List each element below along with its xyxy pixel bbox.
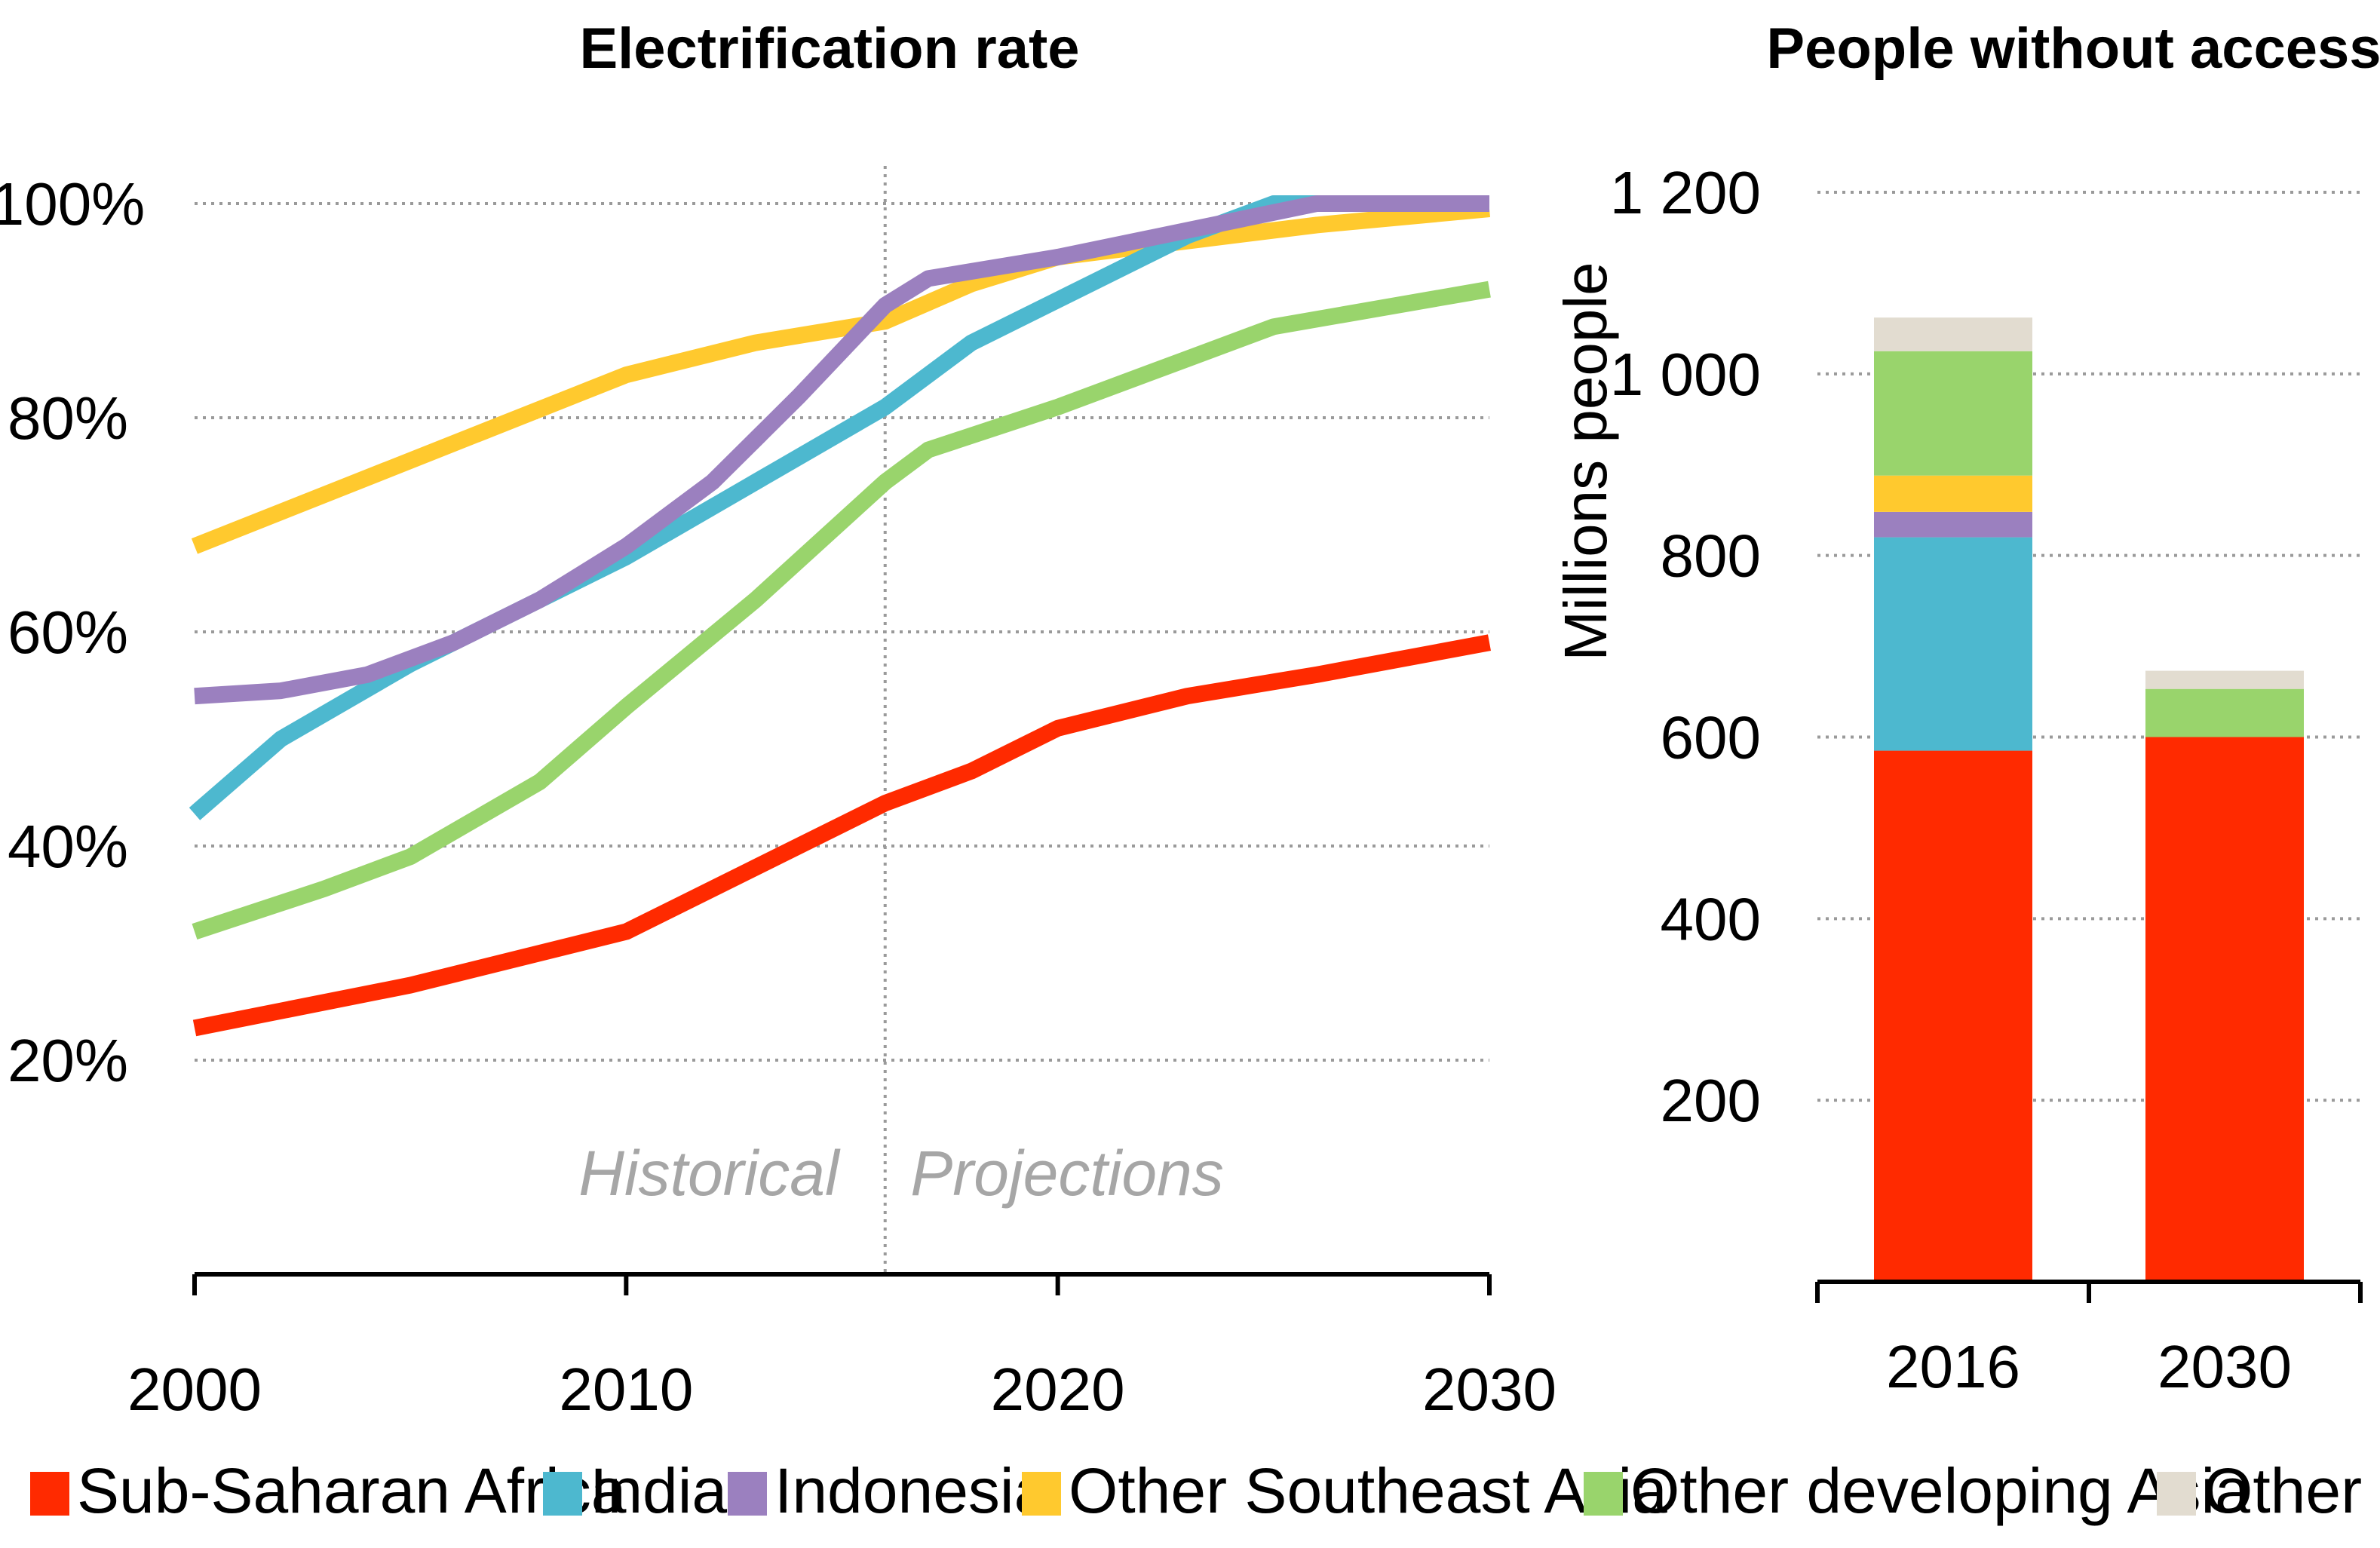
bar-segment-2030-other-developing-asia bbox=[2145, 688, 2304, 737]
x-category-label-2030: 2030 bbox=[2158, 1333, 2292, 1400]
x-tick-label-2010: 2010 bbox=[559, 1356, 693, 1423]
electrification-gridlines bbox=[195, 202, 1489, 1062]
people-without-access-title: People without access bbox=[1766, 17, 2380, 81]
bar-segment-2030-sub-saharan-africa bbox=[2145, 737, 2304, 1282]
y-tick-label-80: 80% bbox=[8, 385, 128, 452]
series-line-indonesia bbox=[194, 195, 1489, 705]
series-line-india bbox=[189, 195, 1489, 820]
series-line-other-southeast-asia bbox=[191, 201, 1491, 554]
legend-label-other-southeast-asia: Other Southeast Asia bbox=[1069, 1455, 1667, 1526]
legend-label-other-developing-asia: Other developing Asia bbox=[1630, 1455, 2250, 1526]
x-tick-label-2020: 2020 bbox=[991, 1356, 1125, 1423]
people-without-access-y-axis-label: Millions people bbox=[1552, 262, 1619, 661]
bar-segment-2030-other bbox=[2145, 670, 2304, 689]
y-tick-label-800: 800 bbox=[1661, 523, 1761, 590]
y-tick-label-1200: 1 200 bbox=[1610, 159, 1761, 226]
y-tick-label-200: 200 bbox=[1661, 1067, 1761, 1134]
bar-segment-2016-other bbox=[1874, 317, 2032, 351]
series-line-sub-saharan-africa bbox=[192, 634, 1492, 1037]
y-tick-label-1000: 1 000 bbox=[1610, 341, 1761, 408]
y-tick-label-100: 100% bbox=[0, 170, 145, 238]
legend-swatch-other bbox=[2157, 1472, 2196, 1516]
projections-annotation: Projections bbox=[910, 1138, 1224, 1209]
bar-segment-2016-other-southeast-asia bbox=[1874, 475, 2032, 512]
legend-label-other: Other bbox=[2204, 1455, 2362, 1526]
x-tick-label-2030: 2030 bbox=[1422, 1356, 1557, 1423]
series-line-other-developing-asia bbox=[192, 280, 1491, 940]
x-tick-label-2000: 2000 bbox=[127, 1356, 262, 1423]
people-without-access-y-tick-labels: 200 400 600 800 1 000 1 200 bbox=[1610, 159, 1761, 1134]
bar-segment-2016-sub-saharan-africa bbox=[1874, 750, 2032, 1282]
legend-label-india: India bbox=[590, 1455, 727, 1526]
y-tick-label-60: 60% bbox=[8, 599, 128, 666]
electrification-x-axis: 2000 2010 2020 2030 bbox=[127, 1272, 1557, 1423]
electrification-chart-title: Electrification rate bbox=[579, 17, 1079, 81]
bar-segment-2016-indonesia bbox=[1874, 511, 2032, 538]
historical-annotation: Historical bbox=[578, 1138, 841, 1209]
people-without-access-stacked-bars bbox=[1874, 317, 2304, 1282]
legend-swatch-sub-saharan-africa bbox=[30, 1472, 69, 1516]
people-without-access-x-axis: 2016 2030 bbox=[1815, 1280, 2363, 1400]
legend-swatch-other-southeast-asia bbox=[1022, 1472, 1061, 1516]
legend-label-sub-saharan-africa: Sub-Saharan Africa bbox=[77, 1455, 627, 1526]
y-tick-label-20: 20% bbox=[8, 1027, 128, 1094]
people-without-access-chart: People without access Millions people 20… bbox=[1552, 17, 2380, 1400]
electrification-chart: Electrification rate 20% 40% 60% 80% 100% Hi… bbox=[0, 17, 1557, 1423]
legend-swatch-india bbox=[543, 1472, 582, 1516]
legend-swatch-other-developing-asia bbox=[1584, 1472, 1623, 1516]
y-tick-label-40: 40% bbox=[8, 813, 128, 880]
electrification-y-tick-labels: 20% 40% 60% 80% 100% bbox=[0, 170, 145, 1094]
bar-segment-2016-india bbox=[1874, 537, 2032, 751]
legend-label-indonesia: Indonesia bbox=[774, 1455, 1050, 1526]
x-category-label-2016: 2016 bbox=[1886, 1333, 2020, 1400]
y-tick-label-400: 400 bbox=[1661, 885, 1761, 952]
electrification-series-lines bbox=[189, 195, 1492, 1037]
bar-segment-2016-other-developing-asia bbox=[1874, 351, 2032, 476]
y-tick-label-600: 600 bbox=[1661, 704, 1761, 771]
legend-swatch-indonesia bbox=[728, 1472, 767, 1516]
